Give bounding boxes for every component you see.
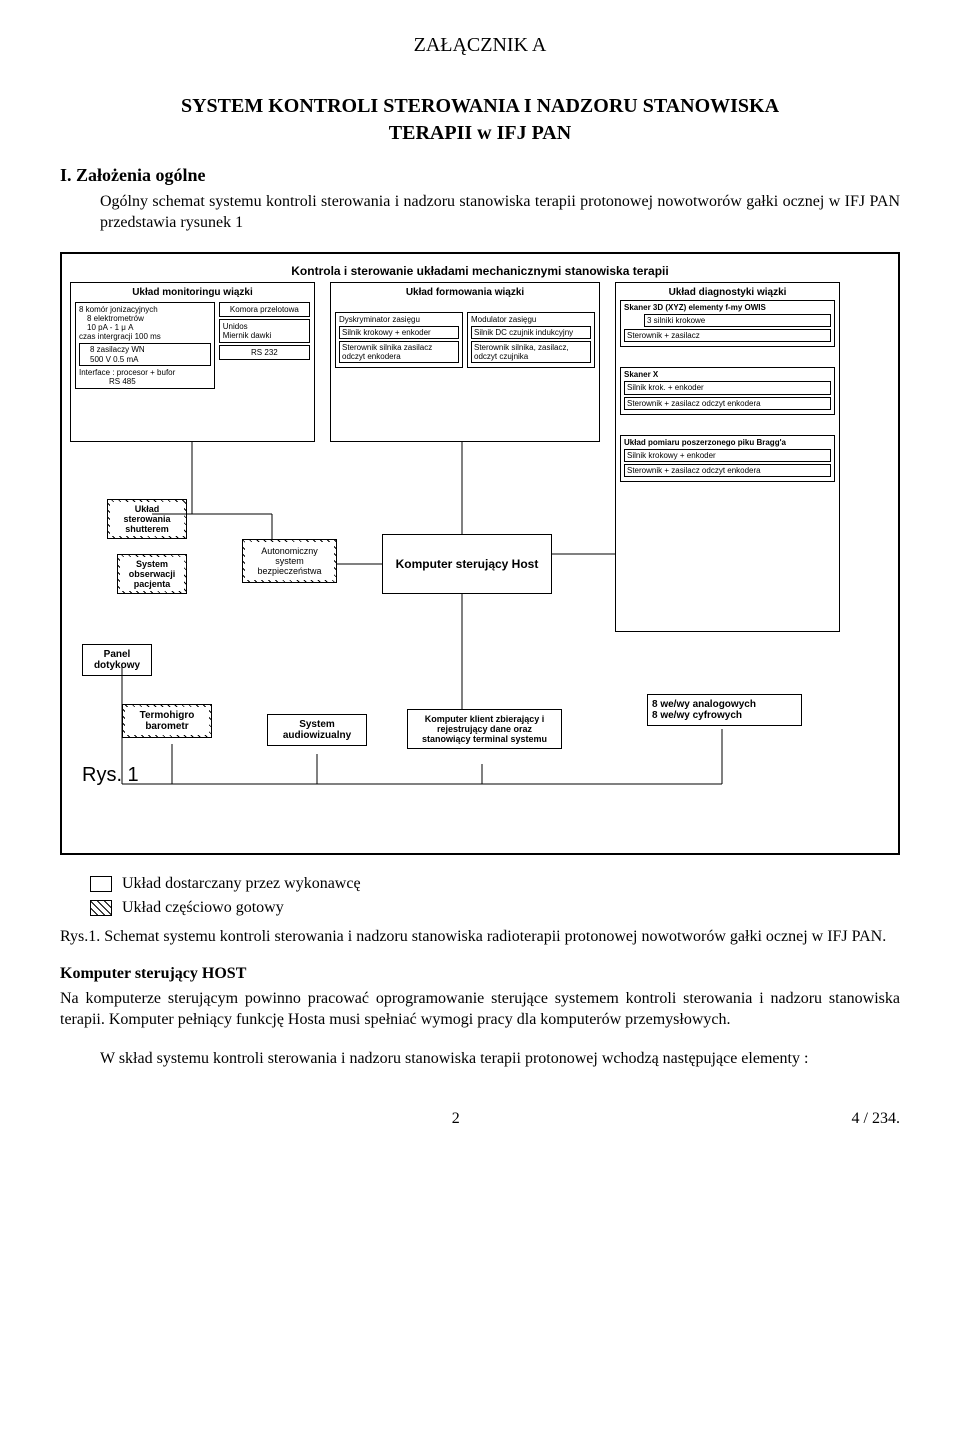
figure-caption: Rys.1. Schemat systemu kontroli sterowan… xyxy=(60,927,900,948)
mon-l6: 500 V 0.5 mA xyxy=(82,355,208,364)
mon-l5: 8 zasilaczy WN xyxy=(82,345,208,354)
mod-a: Silnik DC czujnik indukcyjny xyxy=(471,326,591,339)
monitoring-right-mid: Unidos Miernik dawki xyxy=(219,319,310,343)
shutter-block: Układ sterowania shutterem xyxy=(107,499,187,539)
legend-text-2: Układ częściowo gotowy xyxy=(122,899,284,917)
mon-l2: 8 elektrometrów xyxy=(79,314,211,323)
section-heading: I. Założenia ogólne xyxy=(60,165,900,186)
attachment-label: ZAŁĄCZNIK A xyxy=(60,34,900,57)
mon-r1: Komora przelotowa xyxy=(219,302,310,317)
list-intro: W skład systemu kontroli sterowania i na… xyxy=(100,1049,900,1070)
forming-mod: Modulator zasięgu Silnik DC czujnik indu… xyxy=(467,312,595,369)
host-paragraph: Na komputerze sterującym powinno pracowa… xyxy=(60,989,900,1031)
disc-a: Silnik krokowy + enkoder xyxy=(339,326,459,339)
shutter-t1: Układ sterowania shutterem xyxy=(110,502,184,536)
diagn-title: Układ diagnostyki wiązki xyxy=(620,287,835,298)
mon-r2a: Unidos xyxy=(223,322,306,331)
mon-l7: Interface : procesor + bufor xyxy=(79,368,211,377)
sk3d-b: Sterownik + zasilacz xyxy=(624,329,831,342)
io-l2: 8 we/wy cyfrowych xyxy=(652,710,797,721)
bragg-t: Układ pomiaru poszerzonego piku Bragg'a xyxy=(624,438,831,447)
observation-block: System obserwacji pacjenta xyxy=(117,554,187,594)
forming-block: Układ formowania wiązki Dyskryminator za… xyxy=(330,282,600,442)
monitoring-block: Układ monitoringu wiązki 8 komór jonizac… xyxy=(70,282,315,442)
mon-r2b: Miernik dawki xyxy=(223,331,306,340)
av-block: System audiowizualny xyxy=(267,714,367,746)
panel-block: Panel dotykowy xyxy=(82,644,152,676)
legend-row-2: Układ częściowo gotowy xyxy=(90,899,900,917)
mon-l3: 10 pA - 1 μ A xyxy=(79,323,211,332)
disc-t: Dyskryminator zasięgu xyxy=(339,315,459,324)
legend-swatch-plain xyxy=(90,876,112,892)
diagn-skx: Skaner X Silnik krok. + enkoder Sterowni… xyxy=(620,367,835,415)
diagn-sk3d: Skaner 3D (XYZ) elementy f-my OWIS 3 sil… xyxy=(620,300,835,348)
system-diagram: Kontrola i sterowanie układami mechanicz… xyxy=(60,252,900,855)
title-line1: SYSTEM KONTROLI STEROWANIA I NADZORU STA… xyxy=(60,95,900,118)
forming-disc: Dyskryminator zasięgu Silnik krokowy + e… xyxy=(335,312,463,369)
page-global: 4 / 234. xyxy=(852,1110,900,1128)
bragg-a: Silnik krokowy + enkoder xyxy=(624,449,831,462)
io-block: 8 we/wy analogowych 8 we/wy cyfrowych xyxy=(647,694,802,726)
monitoring-left: 8 komór jonizacyjnych 8 elektrometrów 10… xyxy=(75,302,215,390)
legend-swatch-hatched xyxy=(90,900,112,916)
monitoring-title: Układ monitoringu wiązki xyxy=(75,287,310,298)
mod-b: Sterownik silnika, zasilacz, odczyt czuj… xyxy=(471,341,591,363)
diagram-title: Kontrola i sterowanie układami mechanicz… xyxy=(72,264,888,278)
host-block: Komputer sterujący Host xyxy=(382,534,552,594)
host-heading: Komputer sterujący HOST xyxy=(60,965,900,983)
shutter-t2: System obserwacji pacjenta xyxy=(120,557,184,591)
auton-text: Autonomiczny system bezpieczeństwa xyxy=(245,542,334,580)
figure-label: Rys. 1 xyxy=(82,764,139,787)
mon-r3: RS 232 xyxy=(219,345,310,360)
legend-text-1: Układ dostarczany przez wykonawcę xyxy=(122,875,361,893)
skx-a: Silnik krok. + enkoder xyxy=(624,381,831,394)
legend-row-1: Układ dostarczany przez wykonawcę xyxy=(90,875,900,893)
auton-block: Autonomiczny system bezpieczeństwa xyxy=(242,539,337,583)
disc-b: Sterownik silnika zasilacz odczyt enkode… xyxy=(339,341,459,363)
termo-block: Termohigro barometr xyxy=(122,704,212,738)
diagn-bragg: Układ pomiaru poszerzonego piku Bragg'a … xyxy=(620,435,835,483)
io-l1: 8 we/wy analogowych xyxy=(652,699,797,710)
page-footer: 2 4 / 234. xyxy=(60,1110,900,1128)
page-local: 2 xyxy=(452,1110,460,1128)
termo-text: Termohigro barometr xyxy=(125,707,209,735)
mon-l1: 8 komór jonizacyjnych xyxy=(79,305,211,314)
section-paragraph: Ogólny schemat systemu kontroli sterowan… xyxy=(100,192,900,234)
sk3d-t: Skaner 3D (XYZ) elementy f-my OWIS xyxy=(624,303,831,312)
mod-t: Modulator zasięgu xyxy=(471,315,591,324)
bragg-b: Sterownik + zasilacz odczyt enkodera xyxy=(624,464,831,477)
legend: Układ dostarczany przez wykonawcę Układ … xyxy=(90,875,900,917)
skx-b: Sterownik + zasilacz odczyt enkodera xyxy=(624,397,831,410)
sk3d-a: 3 silniki krokowe xyxy=(644,314,831,327)
mon-l8: RS 485 xyxy=(79,377,211,386)
diagnostics-block: Układ diagnostyki wiązki Skaner 3D (XYZ)… xyxy=(615,282,840,632)
skx-t: Skaner X xyxy=(624,370,831,379)
client-block: Komputer klient zbierający i rejestrując… xyxy=(407,709,562,749)
forming-title: Układ formowania wiązki xyxy=(335,287,595,298)
title-line2: TERAPII w IFJ PAN xyxy=(60,122,900,145)
mon-l4: czas intergracji 100 ms xyxy=(79,332,211,341)
